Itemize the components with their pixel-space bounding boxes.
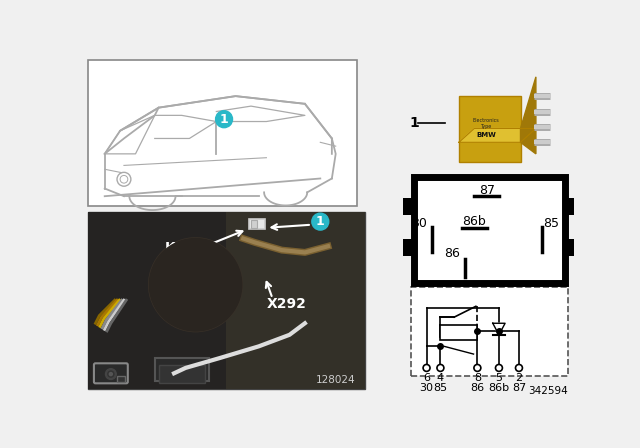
Text: 86: 86 bbox=[445, 247, 460, 260]
Bar bbox=[440, 325, 477, 340]
Circle shape bbox=[515, 365, 522, 371]
Bar bbox=[88, 60, 357, 206]
Text: 87: 87 bbox=[512, 383, 526, 393]
Circle shape bbox=[157, 246, 234, 323]
Bar bbox=[414, 177, 565, 283]
Circle shape bbox=[106, 369, 116, 379]
Bar bbox=[88, 211, 227, 389]
Polygon shape bbox=[520, 77, 536, 154]
Text: 1: 1 bbox=[316, 215, 324, 228]
Text: 30: 30 bbox=[420, 383, 433, 393]
Text: 85: 85 bbox=[433, 383, 447, 393]
Text: 86b: 86b bbox=[463, 215, 486, 228]
Circle shape bbox=[188, 277, 204, 293]
Circle shape bbox=[179, 268, 212, 302]
Text: 4: 4 bbox=[437, 373, 444, 383]
Bar bbox=[403, 198, 414, 215]
Text: 85: 85 bbox=[543, 217, 559, 230]
Bar bbox=[227, 211, 365, 389]
Text: 1: 1 bbox=[220, 113, 228, 126]
Circle shape bbox=[474, 365, 481, 371]
Text: X292: X292 bbox=[266, 297, 307, 311]
Text: 5: 5 bbox=[495, 373, 502, 383]
Circle shape bbox=[166, 255, 225, 314]
Polygon shape bbox=[459, 129, 536, 142]
Text: 128024: 128024 bbox=[316, 375, 355, 385]
Bar bbox=[250, 219, 265, 229]
Bar bbox=[414, 177, 565, 283]
Text: 6: 6 bbox=[423, 373, 430, 383]
Text: 1: 1 bbox=[410, 116, 419, 130]
Bar bbox=[459, 96, 520, 162]
Circle shape bbox=[109, 373, 113, 375]
Circle shape bbox=[117, 172, 131, 186]
Bar bbox=[159, 365, 205, 383]
FancyBboxPatch shape bbox=[94, 363, 128, 383]
Circle shape bbox=[216, 111, 232, 128]
Text: K13: K13 bbox=[164, 241, 195, 255]
Circle shape bbox=[108, 371, 114, 377]
Text: 342594: 342594 bbox=[529, 387, 568, 396]
Text: Type: Type bbox=[480, 125, 492, 129]
Text: 87: 87 bbox=[479, 184, 495, 197]
Bar bbox=[565, 239, 576, 256]
Circle shape bbox=[495, 365, 502, 371]
Bar bbox=[88, 211, 365, 389]
Bar bbox=[117, 375, 125, 382]
Bar bbox=[251, 220, 257, 228]
Circle shape bbox=[437, 365, 444, 371]
Text: 86b: 86b bbox=[488, 383, 509, 393]
Bar bbox=[565, 198, 576, 215]
Text: BMW: BMW bbox=[476, 132, 496, 138]
Text: 8: 8 bbox=[474, 373, 481, 383]
Circle shape bbox=[423, 365, 430, 371]
Text: Electronics: Electronics bbox=[472, 118, 499, 123]
Circle shape bbox=[120, 176, 128, 183]
Bar bbox=[411, 287, 568, 375]
Text: 2: 2 bbox=[515, 373, 522, 383]
Text: 30: 30 bbox=[411, 217, 427, 230]
Circle shape bbox=[149, 238, 242, 331]
Text: 86: 86 bbox=[470, 383, 484, 393]
Circle shape bbox=[312, 213, 329, 230]
Circle shape bbox=[193, 282, 198, 288]
Bar bbox=[403, 239, 414, 256]
Polygon shape bbox=[493, 323, 505, 335]
Bar bbox=[155, 358, 209, 381]
